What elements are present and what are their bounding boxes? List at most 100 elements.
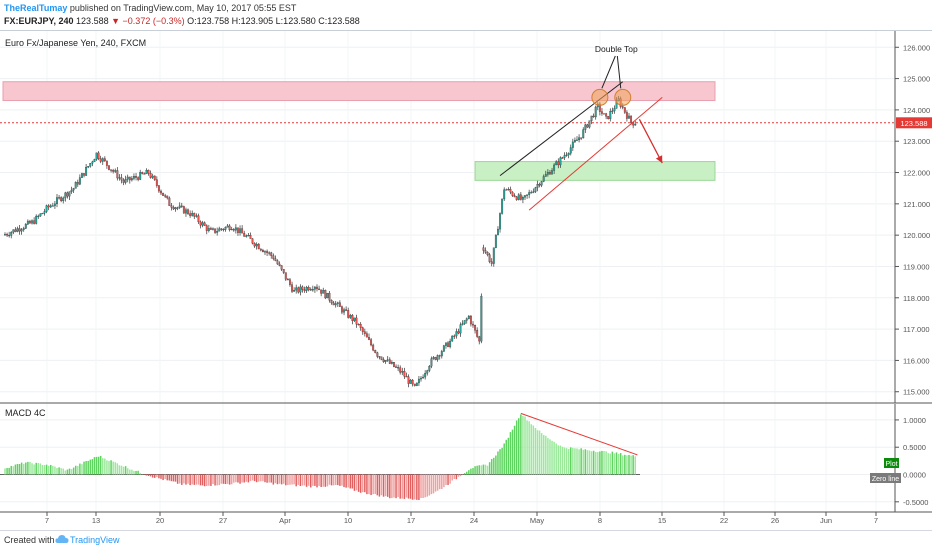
candle-body [303, 289, 306, 291]
candle-body [145, 169, 148, 175]
candle-body [563, 155, 566, 158]
candle-body [20, 229, 23, 232]
candle-body [378, 356, 381, 358]
candle-body [214, 228, 217, 233]
candle-body [573, 140, 576, 143]
candle-body [199, 221, 202, 226]
author-link[interactable]: TheRealTumay [4, 3, 68, 13]
time-tick-label: 20 [156, 516, 164, 525]
price-pane[interactable]: Double Top Euro Fx/Japanese Yen, 240, FX… [0, 31, 932, 512]
candle-body [124, 179, 127, 183]
candle-body [482, 247, 485, 251]
candle-body [553, 164, 556, 171]
candle-body [320, 289, 323, 294]
candle-body [203, 222, 206, 226]
candle-body [451, 335, 454, 342]
candle-body [58, 197, 61, 199]
candle-body [428, 366, 431, 371]
candle-body [307, 286, 310, 291]
double-top-annotation[interactable]: Double Top [595, 44, 638, 54]
double-top-marker-1[interactable] [591, 88, 609, 106]
price-tick-label: 120.000 [903, 231, 930, 240]
candle-body [68, 191, 71, 197]
candle-body [149, 173, 152, 178]
candle-body [272, 255, 275, 259]
tradingview-link[interactable]: TradingView [70, 535, 120, 545]
candle-body [540, 181, 543, 186]
candle-body [14, 229, 17, 232]
chart-container[interactable]: Double Top Euro Fx/Japanese Yen, 240, FX… [0, 30, 932, 531]
candle-body [37, 215, 40, 218]
candle-body [436, 355, 439, 360]
candle-body [108, 165, 110, 170]
support-zone[interactable] [474, 161, 716, 181]
candle-body [162, 192, 165, 196]
candle-body [295, 287, 298, 291]
candle-body [139, 172, 142, 180]
tradingview-cloud-icon [55, 535, 69, 543]
candle-body [72, 188, 75, 191]
candle-body [594, 106, 597, 118]
channel-lower-line[interactable] [528, 96, 663, 211]
candle-body [143, 173, 146, 175]
time-tick-label: Apr [279, 516, 291, 525]
candle-body [264, 251, 266, 253]
candle-body [603, 113, 605, 115]
macd-divergence-line[interactable] [520, 412, 638, 456]
time-tick-label: May [530, 516, 544, 525]
candle-body [60, 197, 63, 202]
candle-body [182, 206, 185, 214]
candle-body [521, 197, 524, 200]
candle-body [634, 124, 637, 126]
macd-pane[interactable]: MACD 4C 1.0000 0.5000 0.0000 -0.5000 Plot Z… [0, 404, 928, 512]
candle-body [185, 209, 187, 214]
resistance-zone[interactable] [2, 81, 716, 101]
macd-grid [0, 419, 895, 503]
candle-body [532, 191, 535, 193]
candle-body [476, 330, 479, 337]
candle-body [611, 110, 614, 112]
candle-body [53, 203, 56, 206]
candle-body [393, 362, 395, 367]
chart-header: TheRealTumay published on TradingView.co… [0, 0, 932, 30]
candle-body [289, 279, 291, 285]
candle-body [95, 152, 98, 160]
double-top-marker-2[interactable] [614, 88, 632, 106]
candle-body [486, 252, 489, 255]
candle-body [291, 284, 293, 292]
candle-body [390, 362, 393, 364]
price-tick-label: 121.000 [903, 200, 930, 209]
candle-body [8, 234, 11, 237]
candle-body [209, 228, 212, 230]
candle-body [453, 335, 456, 337]
candle-body [286, 279, 289, 281]
candle-body [363, 331, 366, 334]
candle-body [261, 249, 264, 253]
price-tick-label: 116.000 [903, 356, 930, 365]
price-tick-label: 115.000 [903, 388, 930, 397]
price-tick-label: 122.000 [903, 169, 930, 178]
candle-body [528, 192, 531, 195]
candle-body [105, 160, 108, 166]
candle-body [16, 228, 19, 232]
candle-body [590, 115, 593, 121]
candlestick-series [4, 96, 637, 388]
candle-body [180, 205, 183, 207]
candle-body [255, 244, 258, 247]
candle-body [555, 161, 558, 166]
price-tick-label: 124.000 [903, 106, 930, 115]
candle-body [565, 154, 568, 156]
candle-body [224, 227, 227, 230]
time-tick-label: 8 [598, 516, 602, 525]
time-axis[interactable]: 7 13 20 27 Apr 10 17 24 May 8 15 22 26 Jun 7 [0, 511, 932, 525]
candle-body [359, 324, 362, 328]
forecast-arrow[interactable] [638, 118, 663, 164]
time-tick-label: 24 [470, 516, 478, 525]
candle-body [91, 161, 94, 164]
candle-body [347, 310, 350, 318]
candle-body [56, 197, 58, 205]
candle-body [257, 244, 260, 250]
candle-body [488, 254, 491, 262]
chart-canvas[interactable]: Double Top Euro Fx/Japanese Yen, 240, FX… [0, 31, 932, 531]
candle-body [232, 229, 235, 231]
